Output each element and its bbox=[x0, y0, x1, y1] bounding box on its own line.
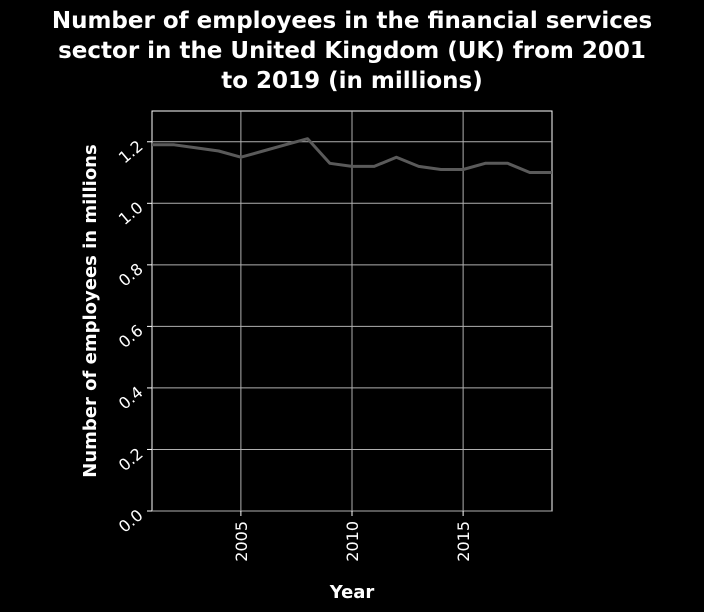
grid-lines bbox=[152, 111, 552, 512]
chart-title-line-2: sector in the United Kingdom (UK) from 2… bbox=[58, 38, 646, 64]
y-axis-ticks: 0.0 0.2 0.4 0.6 0.8 1.0 1.2 bbox=[115, 136, 152, 536]
x-axis-ticks: 2005 2010 2015 bbox=[232, 511, 473, 562]
x-tick-label: 2015 bbox=[454, 521, 473, 562]
y-tick-label: 1.2 bbox=[115, 136, 147, 167]
y-tick-label: 1.0 bbox=[115, 198, 147, 229]
chart-title-line-1: Number of employees in the financial ser… bbox=[52, 8, 652, 34]
y-tick-label: 0.6 bbox=[115, 321, 147, 352]
y-tick-label: 0.0 bbox=[115, 506, 147, 537]
chart-title: Number of employees in the financial ser… bbox=[52, 8, 652, 94]
y-axis-label: Number of employees in millions bbox=[80, 144, 101, 477]
x-tick-label: 2005 bbox=[232, 521, 251, 562]
x-axis-label: Year bbox=[329, 582, 375, 603]
y-tick-label: 0.2 bbox=[115, 444, 147, 475]
y-tick-label: 0.4 bbox=[115, 382, 147, 413]
series-line bbox=[152, 137, 552, 174]
y-tick-label: 0.8 bbox=[115, 259, 147, 290]
series-group bbox=[152, 137, 552, 174]
chart-title-line-3: to 2019 (in millions) bbox=[221, 68, 482, 94]
x-tick-label: 2010 bbox=[343, 521, 362, 562]
